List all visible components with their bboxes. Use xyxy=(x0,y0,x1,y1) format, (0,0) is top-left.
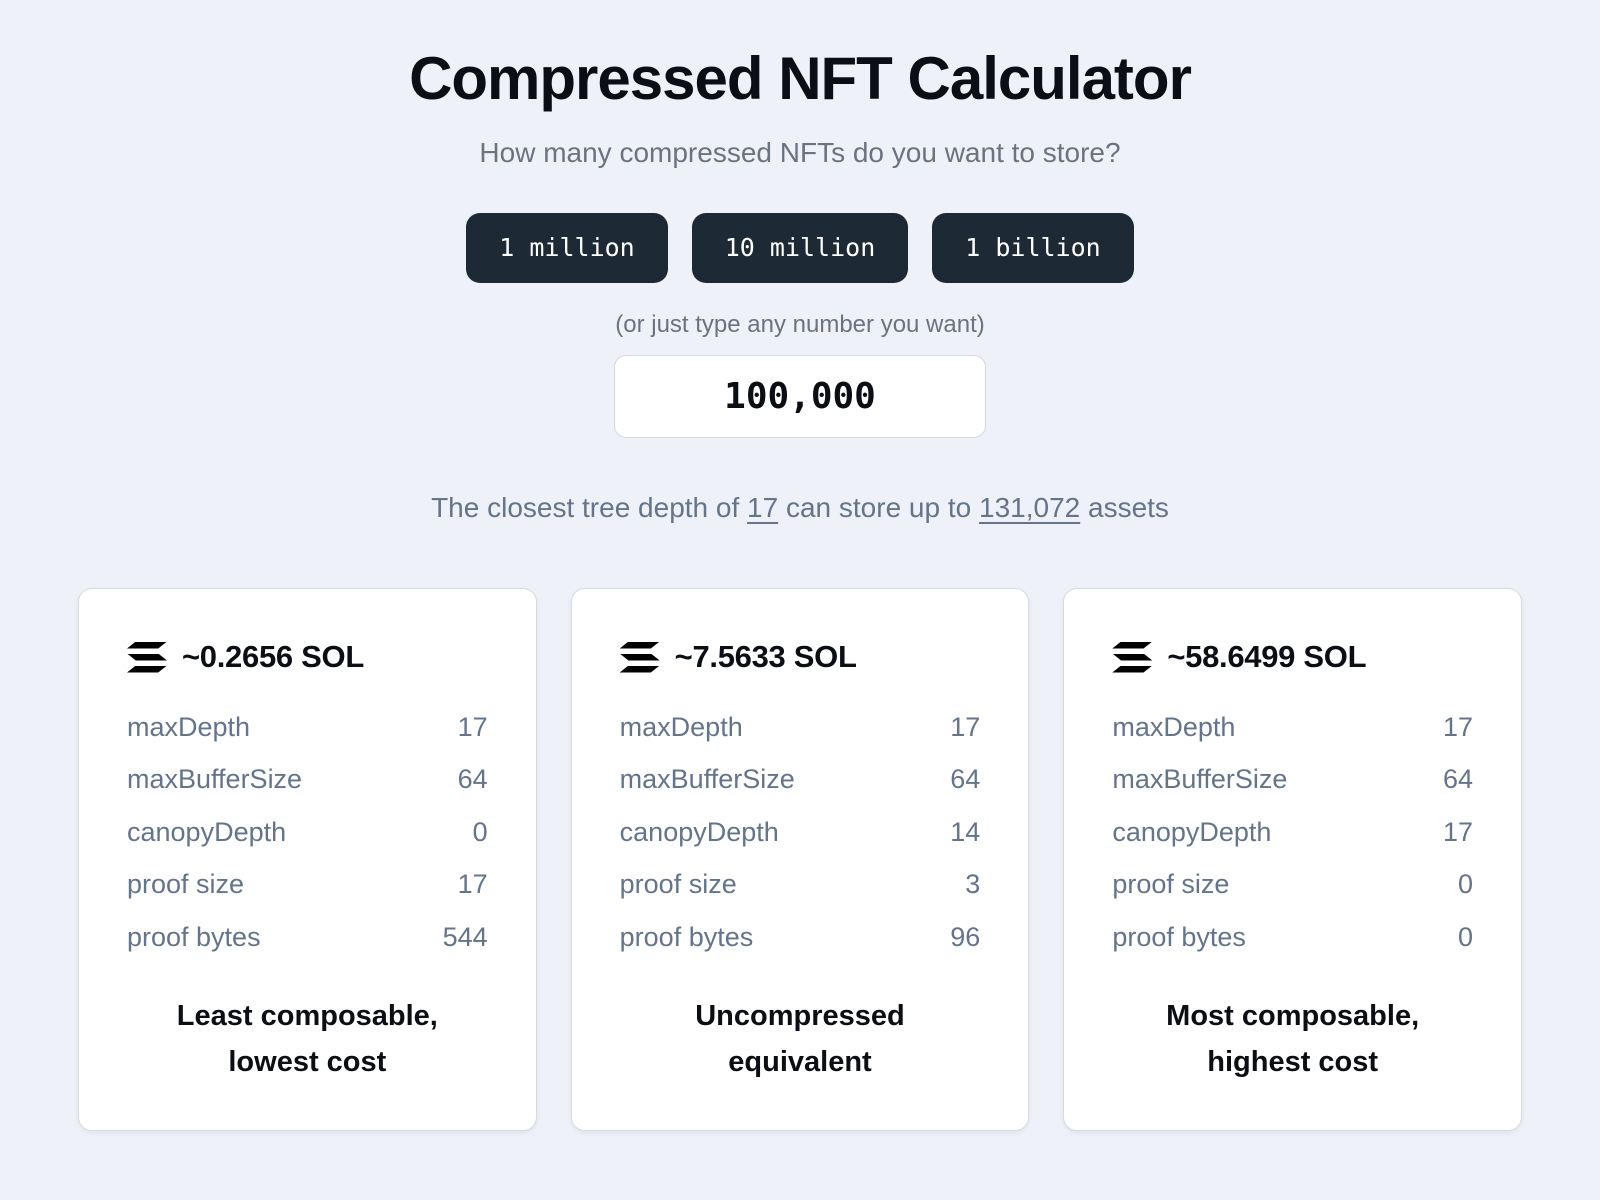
input-hint: (or just type any number you want) xyxy=(615,311,985,338)
param-rows: maxDepth 17 maxBufferSize 64 canopyDepth… xyxy=(127,701,488,963)
cost-value: ~0.2656 SOL xyxy=(182,639,364,674)
table-row: proof size 17 xyxy=(127,858,488,910)
param-value: 96 xyxy=(950,921,981,952)
preset-button-row: 1 million 10 million 1 billion xyxy=(0,213,1600,283)
param-value: 0 xyxy=(1457,921,1473,952)
card-uncompressed-equivalent: ~7.5633 SOL maxDepth 17 maxBufferSize 64… xyxy=(570,588,1030,1131)
solana-icon xyxy=(619,641,660,673)
param-label: canopyDepth xyxy=(1112,816,1272,847)
table-row: proof size 3 xyxy=(620,858,981,910)
param-value: 64 xyxy=(1442,764,1473,795)
cost-header: ~58.6499 SOL xyxy=(1112,639,1473,675)
table-row: proof size 0 xyxy=(1112,858,1473,910)
param-label: canopyDepth xyxy=(127,816,287,847)
param-label: proof bytes xyxy=(127,921,261,952)
tree-depth-summary: The closest tree depth of 17 can store u… xyxy=(0,492,1600,524)
param-label: proof size xyxy=(127,869,245,900)
table-row: maxDepth 17 xyxy=(620,701,981,753)
table-row: canopyDepth 0 xyxy=(127,806,488,858)
page-title: Compressed NFT Calculator xyxy=(409,45,1192,112)
cost-cards-grid: ~0.2656 SOL maxDepth 17 maxBufferSize 64… xyxy=(78,588,1522,1131)
param-label: proof size xyxy=(1112,869,1230,900)
param-value: 64 xyxy=(457,764,488,795)
solana-icon xyxy=(127,641,167,673)
param-rows: maxDepth 17 maxBufferSize 64 canopyDepth… xyxy=(620,701,981,963)
card-least-composable: ~0.2656 SOL maxDepth 17 maxBufferSize 64… xyxy=(78,588,537,1131)
asset-capacity-value: 131,072 xyxy=(979,492,1081,523)
footer-line: Uncompressed xyxy=(695,999,905,1032)
nft-amount-input[interactable] xyxy=(614,355,986,438)
depth-summary-suffix: assets xyxy=(1080,492,1169,523)
param-label: maxDepth xyxy=(127,712,251,742)
card-footer: Uncompressed equivalent xyxy=(620,993,981,1086)
table-row: maxDepth 17 xyxy=(127,701,488,753)
param-value: 17 xyxy=(1442,712,1473,742)
table-row: canopyDepth 17 xyxy=(1112,806,1473,858)
cost-value: ~7.5633 SOL xyxy=(674,639,857,674)
param-value: 17 xyxy=(950,712,981,742)
table-row: maxBufferSize 64 xyxy=(620,753,981,805)
param-value: 17 xyxy=(457,712,488,742)
param-label: proof bytes xyxy=(1112,921,1246,952)
table-row: maxBufferSize 64 xyxy=(1112,753,1473,805)
tree-depth-value: 17 xyxy=(747,492,779,523)
card-footer: Least composable, lowest cost xyxy=(127,993,488,1086)
param-value: 0 xyxy=(1457,869,1473,900)
param-label: maxBufferSize xyxy=(1112,764,1288,795)
table-row: canopyDepth 14 xyxy=(620,806,981,858)
amount-input-wrap xyxy=(0,355,1600,438)
card-footer: Most composable, highest cost xyxy=(1112,993,1473,1086)
preset-1-million-button[interactable]: 1 million xyxy=(466,213,668,283)
footer-line: lowest cost xyxy=(228,1046,387,1079)
compressed-nft-calculator-page: Compressed NFT Calculator How many compr… xyxy=(0,45,1600,1131)
param-label: maxDepth xyxy=(1112,712,1236,742)
table-row: proof bytes 0 xyxy=(1112,911,1473,963)
preset-10-million-button[interactable]: 10 million xyxy=(691,213,909,283)
table-row: proof bytes 544 xyxy=(127,911,488,963)
cost-header: ~7.5633 SOL xyxy=(619,639,981,675)
cost-header: ~0.2656 SOL xyxy=(127,639,488,675)
param-label: maxDepth xyxy=(619,712,743,742)
cost-value: ~58.6499 SOL xyxy=(1167,639,1367,674)
depth-summary-prefix: The closest tree depth of xyxy=(431,492,748,523)
param-value: 14 xyxy=(950,816,981,847)
card-most-composable: ~58.6499 SOL maxDepth 17 maxBufferSize 6… xyxy=(1063,588,1522,1131)
param-value: 0 xyxy=(472,816,488,847)
footer-line: Most composable, xyxy=(1166,999,1420,1032)
table-row: proof bytes 96 xyxy=(620,911,981,963)
solana-icon xyxy=(1112,641,1153,673)
param-value: 17 xyxy=(457,869,488,900)
param-label: maxBufferSize xyxy=(127,764,303,795)
param-label: proof bytes xyxy=(619,921,754,952)
footer-line: Least composable, xyxy=(176,999,438,1032)
param-value: 64 xyxy=(950,764,981,795)
param-rows: maxDepth 17 maxBufferSize 64 canopyDepth… xyxy=(1112,701,1473,963)
param-value: 544 xyxy=(442,921,488,952)
param-value: 17 xyxy=(1442,816,1473,847)
footer-line: equivalent xyxy=(728,1046,872,1079)
preset-1-billion-button[interactable]: 1 billion xyxy=(932,213,1134,283)
param-label: canopyDepth xyxy=(619,816,779,847)
table-row: maxBufferSize 64 xyxy=(127,753,488,805)
param-label: proof size xyxy=(619,869,737,900)
depth-summary-middle: can store up to xyxy=(778,492,979,523)
table-row: maxDepth 17 xyxy=(1112,701,1473,753)
footer-line: highest cost xyxy=(1207,1046,1379,1079)
page-subtitle: How many compressed NFTs do you want to … xyxy=(479,137,1121,168)
param-label: maxBufferSize xyxy=(619,764,795,795)
param-value: 3 xyxy=(965,869,981,900)
